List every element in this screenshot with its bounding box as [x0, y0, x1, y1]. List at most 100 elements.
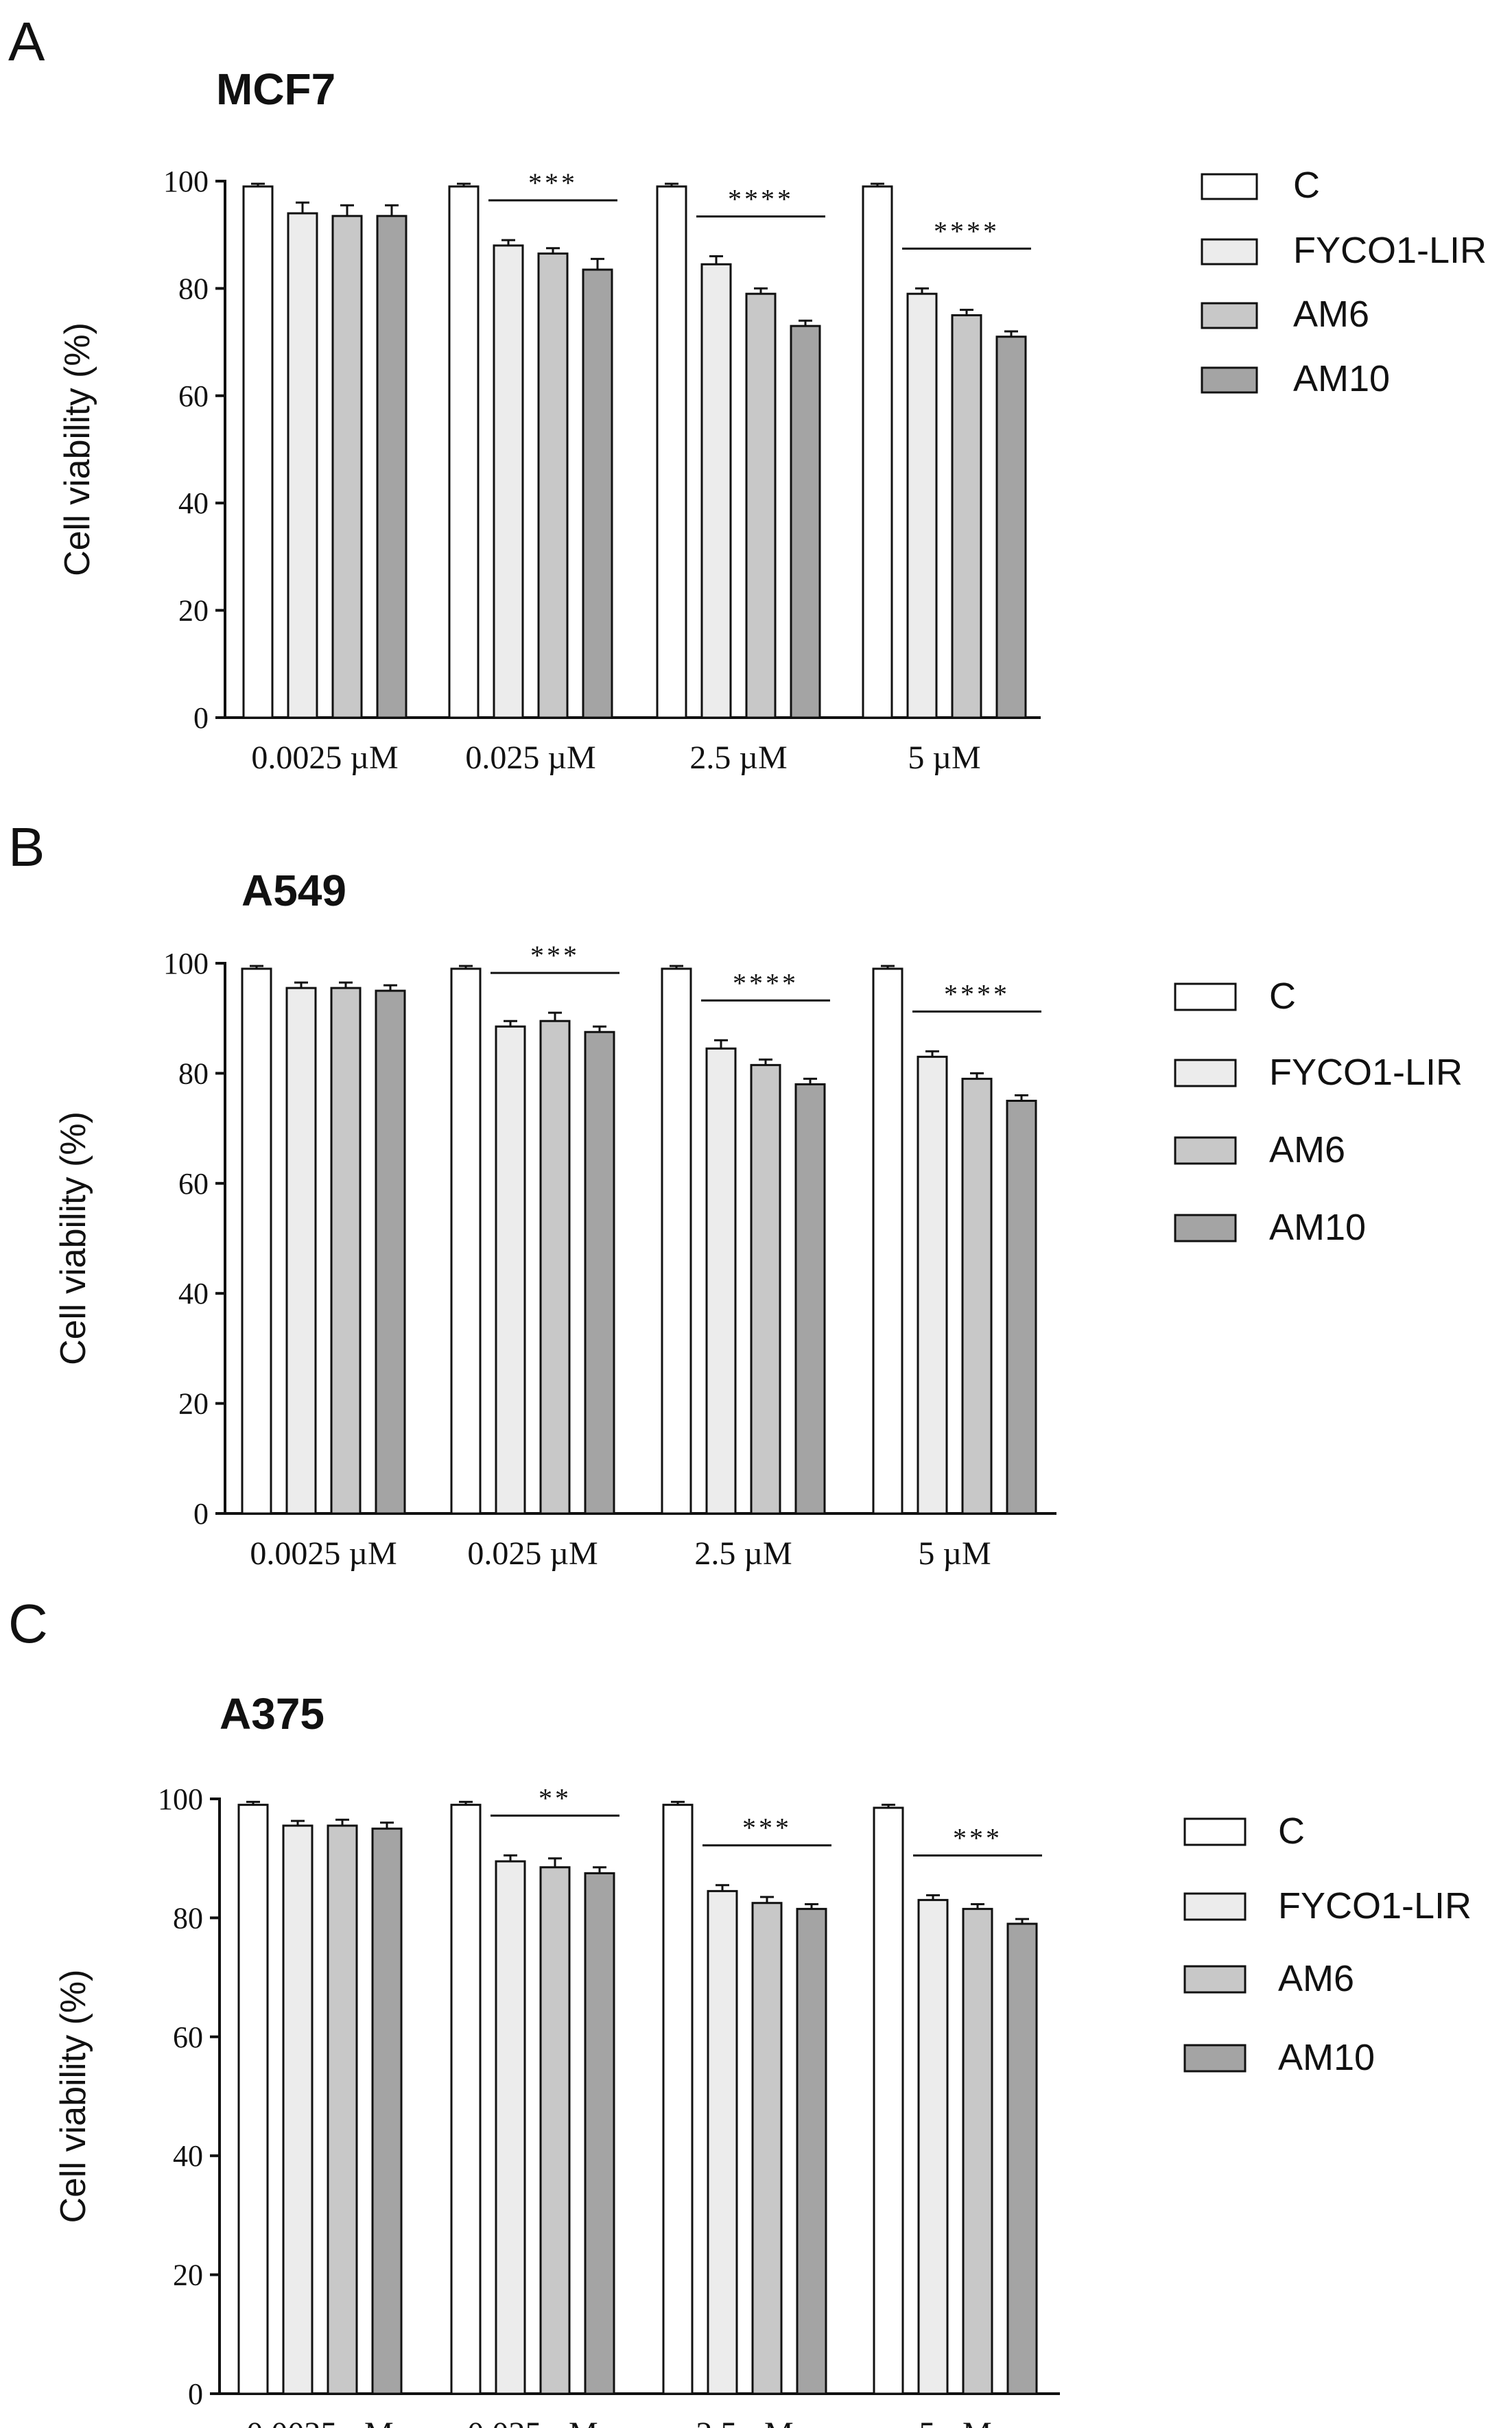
- y-tick-label: 0: [188, 2377, 203, 2411]
- bar-fyco1-lir: [917, 1898, 949, 2395]
- chart-title: MCF7: [216, 64, 335, 114]
- x-category-label: 0.0025 µM: [246, 2416, 393, 2428]
- panels: A MCF7 Cell viability (%) 0 20 40 60 80 100 0.002…: [8, 11, 1487, 2428]
- bar-am6: [961, 1077, 993, 1515]
- y-tick-label: 0: [193, 701, 209, 735]
- legend-label: FYCO1-LIR: [1278, 1885, 1472, 1926]
- panel-letter: B: [8, 816, 45, 877]
- legend-swatch-fyco1-lir: [1201, 238, 1258, 266]
- x-category-label: 5 µM: [918, 1535, 991, 1572]
- x-category-label: 2.5 µM: [694, 1535, 792, 1572]
- y-tick-label: 20: [178, 1387, 209, 1421]
- significance-label: ****: [934, 215, 1000, 246]
- bar-am10: [584, 1030, 615, 1515]
- significance-label: ***: [742, 1813, 792, 1843]
- legend-swatch-c: [1183, 1817, 1247, 1846]
- bar-am6: [537, 252, 569, 719]
- bar-am6: [751, 1902, 783, 2395]
- y-tick-label: 60: [178, 379, 209, 413]
- legend-swatch-am10: [1174, 1214, 1237, 1242]
- y-axis-title: Cell viability (%): [54, 1111, 93, 1365]
- legend-label: C: [1269, 976, 1296, 1017]
- legend-label: AM6: [1269, 1129, 1345, 1170]
- bar-am6: [745, 292, 777, 719]
- bar-c: [872, 967, 903, 1515]
- bar-fyco1-lir: [282, 1824, 314, 2395]
- y-tick-label: 60: [178, 1167, 209, 1201]
- bar-am6: [330, 987, 362, 1515]
- legend-label: AM10: [1278, 2037, 1375, 2078]
- legend-label: FYCO1-LIR: [1269, 1052, 1463, 1093]
- legend-swatch-c: [1174, 982, 1237, 1011]
- y-tick-label: 40: [173, 2139, 203, 2173]
- legend-label: AM6: [1293, 294, 1369, 335]
- chart-title: A375: [220, 1689, 324, 1739]
- legend-swatch-am10: [1201, 366, 1258, 394]
- bar-am6: [750, 1063, 781, 1515]
- bar-am10: [1006, 1922, 1038, 2395]
- bar-am10: [582, 268, 613, 719]
- bar-c: [656, 185, 687, 719]
- significance-label: ****: [733, 967, 799, 998]
- chart-panel-b: B A549 Cell viability (%) 0 20 40 60 80 100 0.002…: [8, 816, 1463, 1572]
- bar-am10: [790, 325, 821, 719]
- significance-label: **: [539, 1782, 571, 1813]
- bar-am10: [376, 215, 407, 719]
- bar-fyco1-lir: [287, 212, 318, 719]
- panel-letter: A: [8, 11, 45, 72]
- bar-c: [450, 967, 482, 1515]
- x-category-label: 5 µM: [908, 740, 980, 776]
- bar-am10: [1006, 1100, 1037, 1515]
- legend-label: AM10: [1269, 1207, 1366, 1248]
- x-category-label: 2.5 µM: [696, 2416, 793, 2428]
- bar-am10: [995, 335, 1027, 719]
- bar-fyco1-lir: [495, 1860, 526, 2395]
- bar-am6: [539, 1866, 571, 2395]
- bar-fyco1-lir: [707, 1889, 738, 2395]
- bar-am10: [796, 1907, 827, 2395]
- legend-swatch-am6: [1201, 302, 1258, 329]
- legend-label: C: [1278, 1811, 1305, 1852]
- x-category-label: 0.025 µM: [467, 1535, 598, 1572]
- y-axis-title: Cell viability (%): [54, 1970, 93, 2224]
- bar-c: [450, 1804, 482, 2395]
- significance-label: ***: [528, 167, 578, 198]
- y-tick-label: 80: [178, 272, 209, 305]
- x-category-label: 0.025 µM: [465, 740, 595, 776]
- x-category-label: 0.025 µM: [467, 2416, 598, 2428]
- y-tick-label: 80: [173, 1901, 203, 1935]
- bar-c: [448, 185, 480, 719]
- y-tick-label: 100: [163, 947, 209, 980]
- significance-label: ****: [944, 978, 1010, 1009]
- x-category-label: 2.5 µM: [689, 740, 787, 776]
- bar-c: [241, 967, 272, 1515]
- bar-c: [873, 1806, 904, 2395]
- y-axis-title: Cell viability (%): [58, 322, 97, 576]
- bar-fyco1-lir: [285, 987, 317, 1515]
- bar-am10: [371, 1827, 403, 2395]
- bar-fyco1-lir: [493, 244, 524, 719]
- legend-swatch-fyco1-lir: [1183, 1892, 1247, 1921]
- bar-fyco1-lir: [495, 1025, 526, 1515]
- bar-am10: [794, 1083, 826, 1515]
- chart-title: A549: [241, 866, 346, 915]
- legend-swatch-am6: [1183, 1965, 1247, 1994]
- legend-label: C: [1293, 165, 1320, 206]
- x-category-label: 0.0025 µM: [251, 740, 398, 776]
- bar-am6: [327, 1824, 358, 2395]
- legend-label: FYCO1-LIR: [1293, 230, 1487, 271]
- y-tick-label: 0: [193, 1497, 209, 1531]
- legend-swatch-fyco1-lir: [1174, 1059, 1237, 1087]
- chart-panel-a: A MCF7 Cell viability (%) 0 20 40 60 80 100 0.002…: [8, 11, 1487, 776]
- bar-c: [661, 967, 692, 1515]
- y-tick-label: 40: [178, 486, 209, 520]
- bar-fyco1-lir: [700, 263, 732, 719]
- significance-label: ***: [530, 940, 580, 971]
- legend-swatch-am6: [1174, 1136, 1237, 1165]
- bar-c: [237, 1804, 269, 2395]
- bar-c: [862, 185, 893, 719]
- bar-am10: [584, 1872, 615, 2395]
- legend-swatch-am10: [1183, 2044, 1247, 2073]
- y-tick-label: 80: [178, 1057, 209, 1090]
